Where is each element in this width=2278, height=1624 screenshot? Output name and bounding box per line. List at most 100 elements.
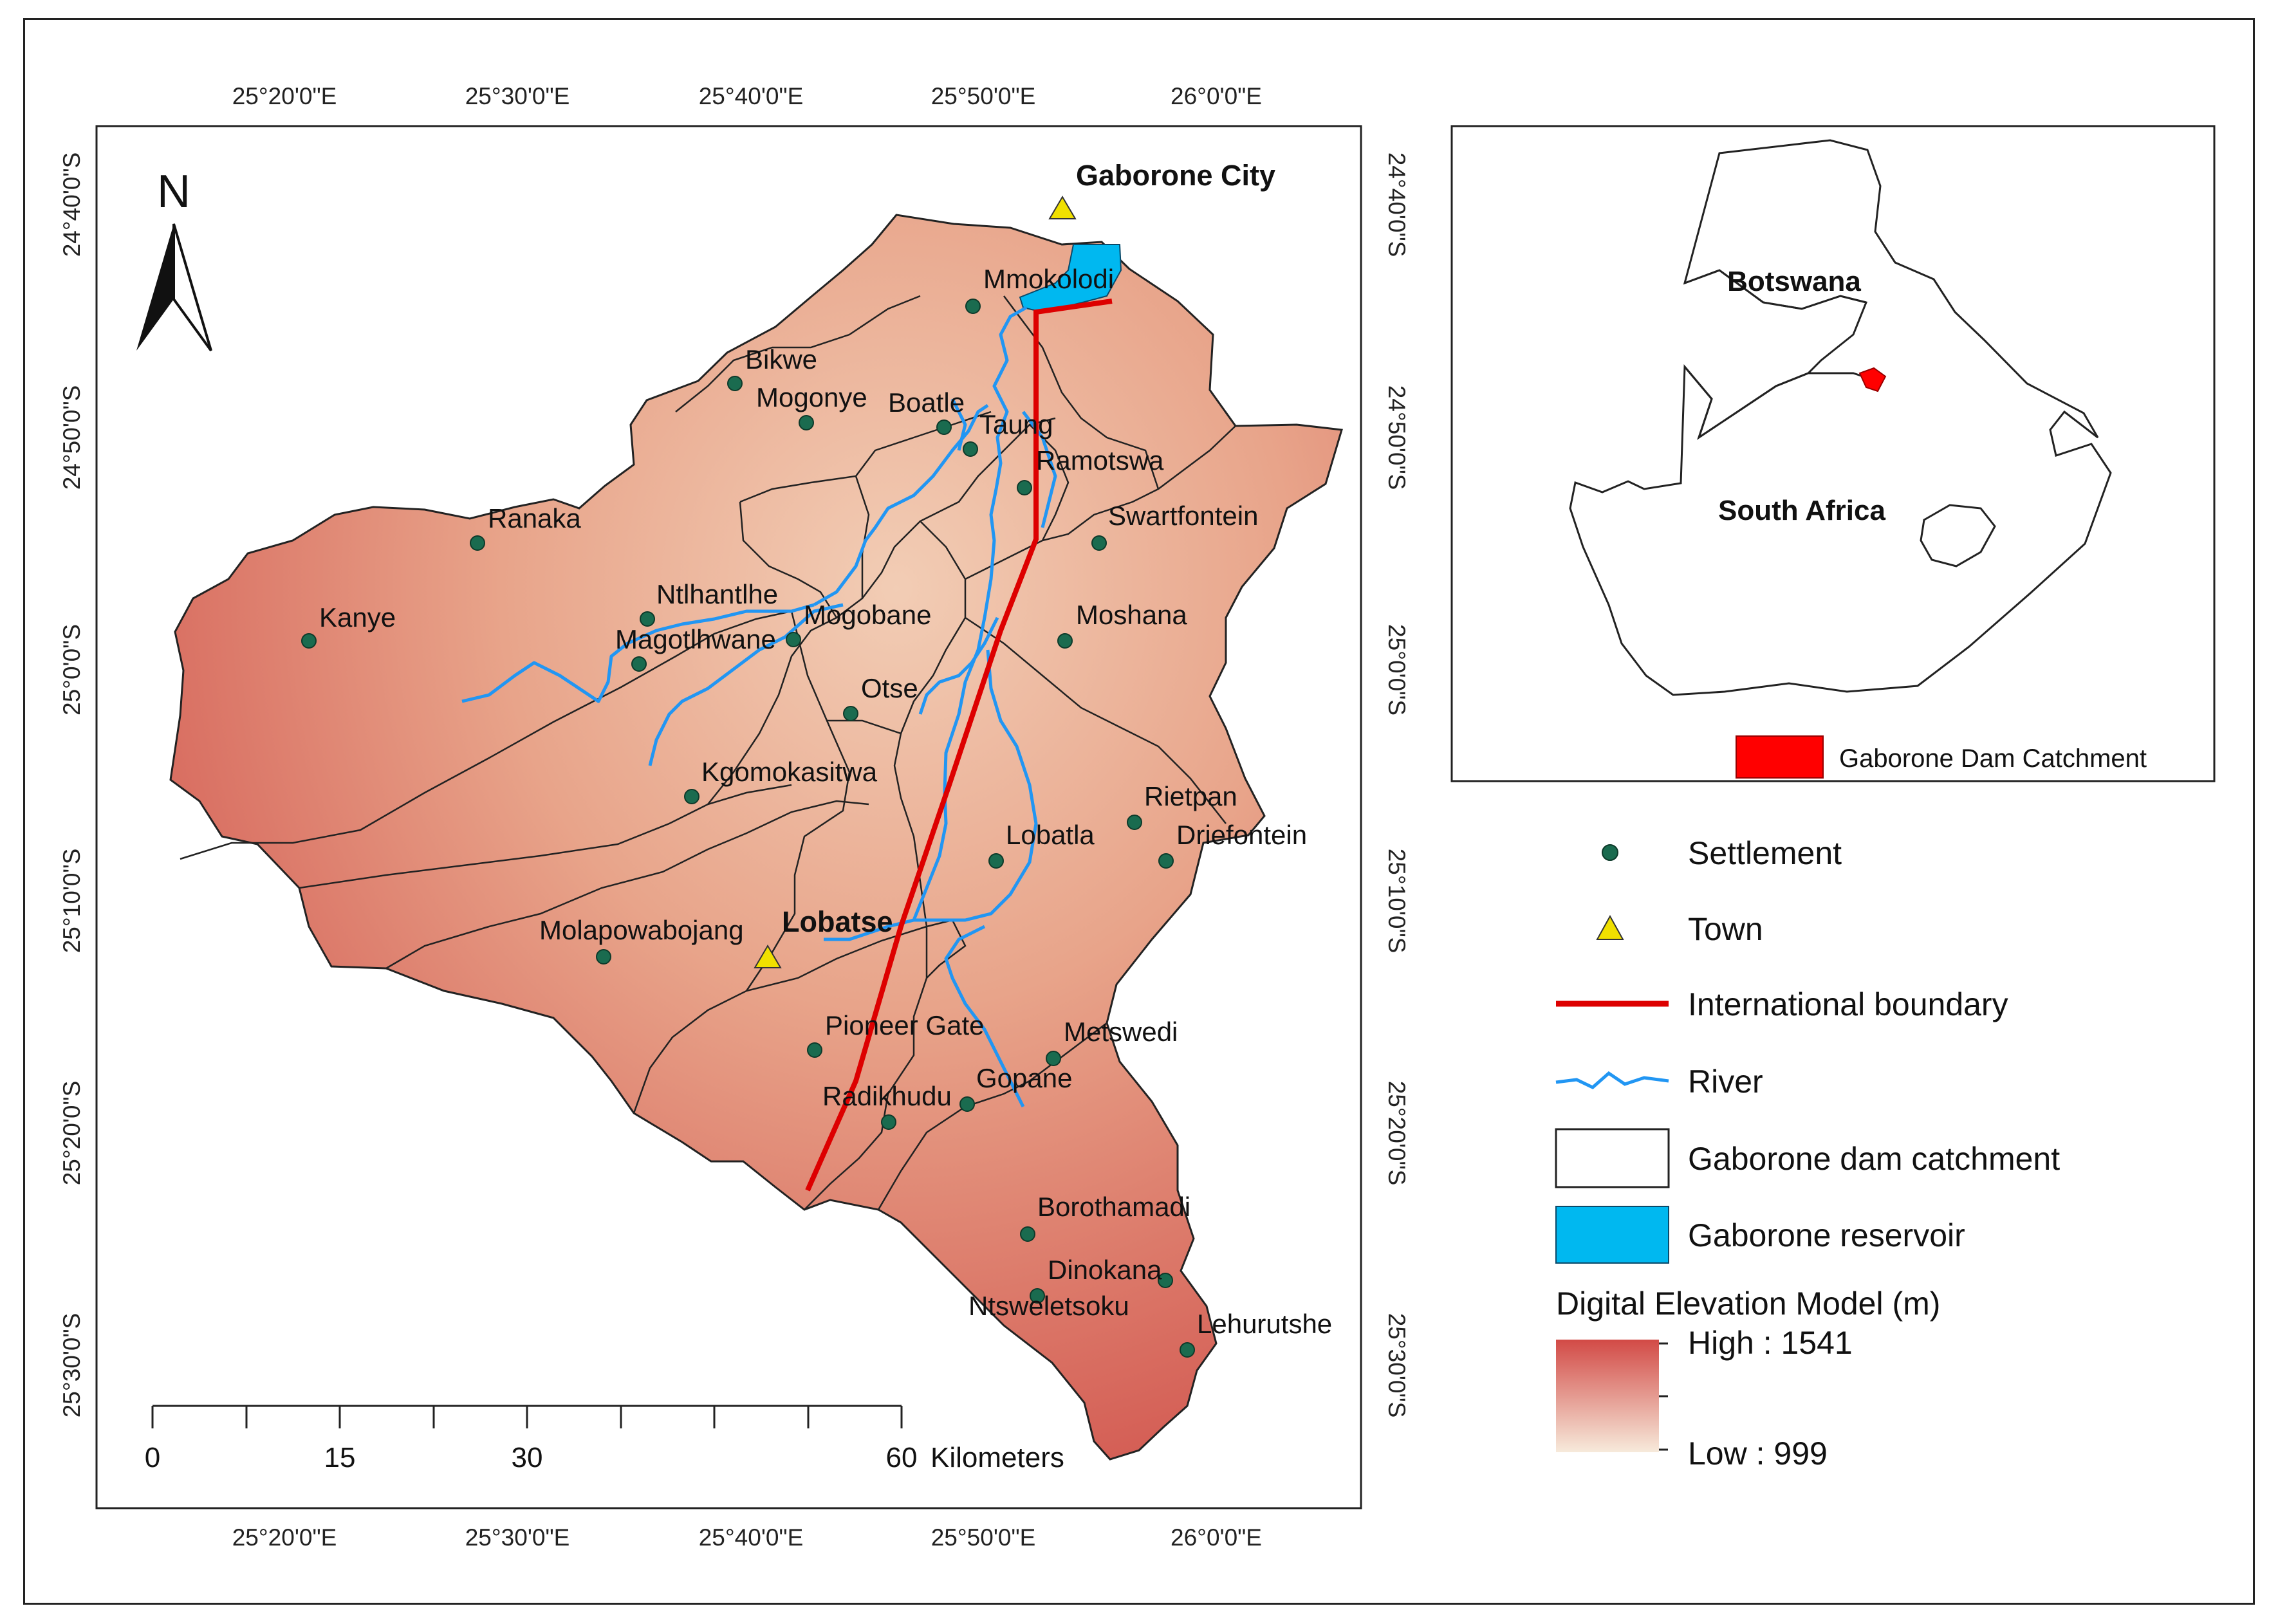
legend-label: Gaborone reservoir — [1688, 1217, 1965, 1253]
settlement-marker — [470, 535, 485, 551]
scale-tick-label: 0 — [145, 1442, 160, 1473]
settlement-label: Ramotswa — [1036, 445, 1164, 475]
settlement-label: Bikwe — [745, 344, 817, 374]
settlement-marker — [1091, 535, 1107, 551]
settlement-label: Kanye — [319, 602, 396, 632]
settlement-label: Dinokana — [1048, 1255, 1162, 1285]
settlement-label: Mogonye — [756, 382, 867, 412]
settlement-marker — [881, 1114, 896, 1130]
legend-town-icon — [1596, 914, 1624, 940]
lesotho-outline — [1920, 504, 1996, 567]
settlement-marker — [963, 441, 978, 457]
legend-catchment-icon — [1555, 1128, 1670, 1188]
dem-color-ramp — [1556, 1340, 1659, 1452]
settlement-marker — [1017, 480, 1032, 495]
bottom-lon-label: 25°30'0"E — [465, 1524, 570, 1551]
legend: Settlement Town International boundary R… — [1555, 835, 2060, 1472]
settlement-marker — [786, 632, 801, 647]
top-longitude-labels: 25°20'0"E 25°30'0"E 25°40'0"E 25°50'0"E … — [232, 83, 1262, 109]
settlement-marker — [843, 706, 858, 721]
bottom-lon-label: 25°40'0"E — [699, 1524, 804, 1551]
legend-label: Town — [1688, 911, 1763, 947]
settlement-label: Gopane — [976, 1063, 1072, 1093]
right-lat-label: 25°20'0"S — [1384, 1081, 1410, 1186]
settlement-marker — [1030, 1288, 1045, 1304]
settlement-marker — [1158, 853, 1174, 869]
legend-river-icon — [1555, 1071, 1669, 1089]
town-marker — [754, 945, 782, 968]
settlement-marker — [631, 656, 647, 672]
town-label: Gaborone City — [1076, 159, 1275, 192]
settlement-label: Ntlhantlhe — [656, 579, 778, 609]
subcatchment-lines — [180, 295, 1236, 1210]
settlement-label: Pioneer Gate — [825, 1010, 985, 1040]
settlement-label: Driefontein — [1176, 820, 1307, 850]
north-arrow: N — [136, 166, 212, 352]
settlement-marker — [727, 376, 743, 391]
legend-label: International boundary — [1688, 986, 2008, 1022]
settlement-label: Otse — [861, 673, 918, 703]
bottom-lon-label: 25°20'0"E — [232, 1524, 337, 1551]
right-latitude-labels: 24°40'0"S 24°50'0"S 25°0'0"S 25°10'0"S 2… — [1384, 152, 1410, 1418]
settlement-label: Boatle — [888, 387, 965, 418]
settlement-marker — [640, 611, 655, 627]
north-arrow-icon — [136, 224, 174, 351]
legend-label: Gaborone dam catchment — [1688, 1141, 2060, 1177]
settlement-labels: Mmokolodi Bikwe Mogonye Boatle Taung Ram… — [319, 264, 1332, 1339]
left-latitude-labels: 24°40'0"S 24°50'0"S 25°0'0"S 25°10'0"S 2… — [59, 152, 85, 1418]
left-lat-label: 25°30'0"S — [59, 1313, 85, 1418]
settlement-marker — [1046, 1051, 1061, 1066]
dem-high-label: High : 1541 — [1688, 1325, 1853, 1361]
settlement-label: Taung — [979, 409, 1053, 439]
scale-tick-label: 30 — [512, 1442, 543, 1473]
legend-label: River — [1688, 1064, 1763, 1100]
settlement-label: Magotlhwane — [615, 624, 776, 654]
settlement-label: Moshana — [1076, 600, 1187, 630]
settlement-marker — [799, 415, 814, 430]
legend-label: Settlement — [1688, 835, 1842, 871]
town-marker — [1048, 196, 1077, 219]
top-lon-label: 26°0'0"E — [1171, 83, 1262, 109]
scale-bar — [151, 1405, 903, 1428]
town-markers — [754, 196, 1077, 968]
right-lat-label: 25°10'0"S — [1384, 849, 1410, 954]
settlement-label: Mmokolodi — [983, 264, 1114, 294]
inset-legend-label: Gaborone Dam Catchment — [1839, 744, 2147, 773]
botswana-border — [1683, 269, 1873, 440]
settlement-label: Molapowabojang — [539, 915, 744, 945]
right-lat-label: 25°30'0"S — [1384, 1313, 1410, 1418]
settlement-marker — [807, 1042, 822, 1058]
left-lat-label: 25°0'0"S — [59, 624, 85, 715]
settlement-label: Lehurutshe — [1197, 1309, 1332, 1339]
scale-tick-label: 15 — [324, 1442, 356, 1473]
settlement-label: Ntsweletsoku — [968, 1291, 1129, 1321]
settlement-marker — [1020, 1226, 1035, 1242]
settlement-label: Borothamadi — [1037, 1192, 1190, 1222]
right-lat-label: 24°50'0"S — [1384, 385, 1410, 490]
inset-map-panel — [1450, 125, 2216, 782]
settlement-marker — [1158, 1273, 1173, 1288]
scale-unit-label: Kilometers — [931, 1442, 1064, 1473]
left-lat-label: 24°40'0"S — [59, 152, 85, 257]
settlement-label: Swartfontein — [1108, 501, 1258, 531]
settlement-marker — [684, 789, 699, 804]
bottom-lon-label: 25°50'0"E — [931, 1524, 1036, 1551]
southern-africa-outline — [1569, 139, 2112, 696]
settlement-marker — [1180, 1342, 1195, 1358]
settlement-marker — [959, 1096, 975, 1112]
left-lat-label: 24°50'0"S — [59, 385, 85, 490]
dem-legend-title: Digital Elevation Model (m) — [1556, 1286, 1940, 1322]
settlement-marker — [596, 949, 611, 964]
dem-low-label: Low : 999 — [1688, 1435, 1828, 1472]
settlement-label: Kgomokasitwa — [701, 757, 878, 787]
inset-catchment-marker — [1858, 367, 1887, 392]
left-lat-label: 25°10'0"S — [59, 849, 85, 954]
settlement-marker — [1127, 815, 1142, 830]
settlement-label: Radikhudu — [822, 1081, 952, 1111]
top-lon-label: 25°20'0"E — [232, 83, 337, 109]
settlement-label: Metswedi — [1064, 1017, 1178, 1047]
inset-country-label: South Africa — [1718, 495, 1885, 526]
settlement-label: Lobatla — [1006, 820, 1095, 850]
top-lon-label: 25°40'0"E — [699, 83, 804, 109]
